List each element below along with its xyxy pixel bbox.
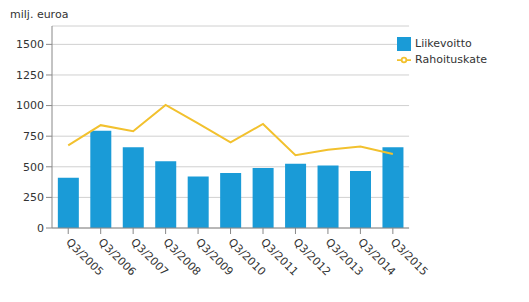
svg-text:Q3/2010: Q3/2010 [225,235,269,279]
html-text:Liikevoitto: Liikevoitto [415,37,472,50]
svg-text:1250: 1250 [16,69,44,82]
svg-text:Q3/2013: Q3/2013 [323,235,366,279]
svg-text:Q3/2009: Q3/2009 [193,235,236,279]
svg-text:Q3/2011: Q3/2011 [258,235,301,279]
svg-text:Q3/2007: Q3/2007 [128,235,171,279]
svg-text:Q3/2012: Q3/2012 [290,235,334,279]
svg-text:1000: 1000 [16,99,44,112]
svg-text:750: 750 [23,130,44,143]
svg-text:500: 500 [23,161,44,174]
svg-text:Q3/2014: Q3/2014 [355,235,399,279]
svg-text:Q3/2008: Q3/2008 [160,235,204,279]
svg-text:0: 0 [37,222,44,235]
svg-text:Q3/2015: Q3/2015 [388,236,431,279]
svg-text:250: 250 [23,191,44,204]
html-text:Rahoituskate: Rahoituskate [415,53,487,66]
html-text:milj. euroa: milj. euroa [10,8,69,21]
svg-text:Q3/2005: Q3/2005 [63,235,106,279]
svg-text:Q3/2006: Q3/2006 [95,235,139,279]
svg-text:1500: 1500 [16,38,44,51]
